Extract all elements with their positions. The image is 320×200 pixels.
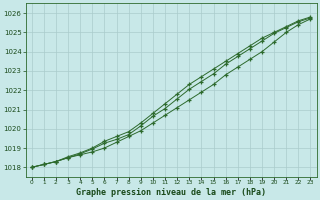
X-axis label: Graphe pression niveau de la mer (hPa): Graphe pression niveau de la mer (hPa)	[76, 188, 266, 197]
